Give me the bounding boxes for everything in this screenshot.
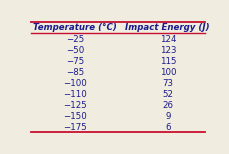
Text: Impact Energy (J): Impact Energy (J): [125, 23, 209, 32]
Text: 124: 124: [159, 35, 175, 44]
Text: −100: −100: [63, 79, 87, 88]
Text: −50: −50: [66, 46, 84, 55]
Text: 115: 115: [159, 57, 175, 66]
Text: 52: 52: [162, 90, 172, 99]
Text: −150: −150: [63, 111, 87, 121]
Text: −85: −85: [66, 68, 84, 77]
Text: −125: −125: [63, 101, 87, 110]
Text: 6: 6: [164, 123, 170, 132]
Text: 73: 73: [162, 79, 172, 88]
Text: Temperature (°C): Temperature (°C): [33, 23, 117, 32]
Text: 9: 9: [164, 111, 170, 121]
Text: 123: 123: [159, 46, 175, 55]
Text: 100: 100: [159, 68, 175, 77]
Text: −110: −110: [63, 90, 87, 99]
Text: 26: 26: [162, 101, 172, 110]
Text: −175: −175: [63, 123, 87, 132]
Text: −75: −75: [66, 57, 84, 66]
Text: −25: −25: [66, 35, 84, 44]
